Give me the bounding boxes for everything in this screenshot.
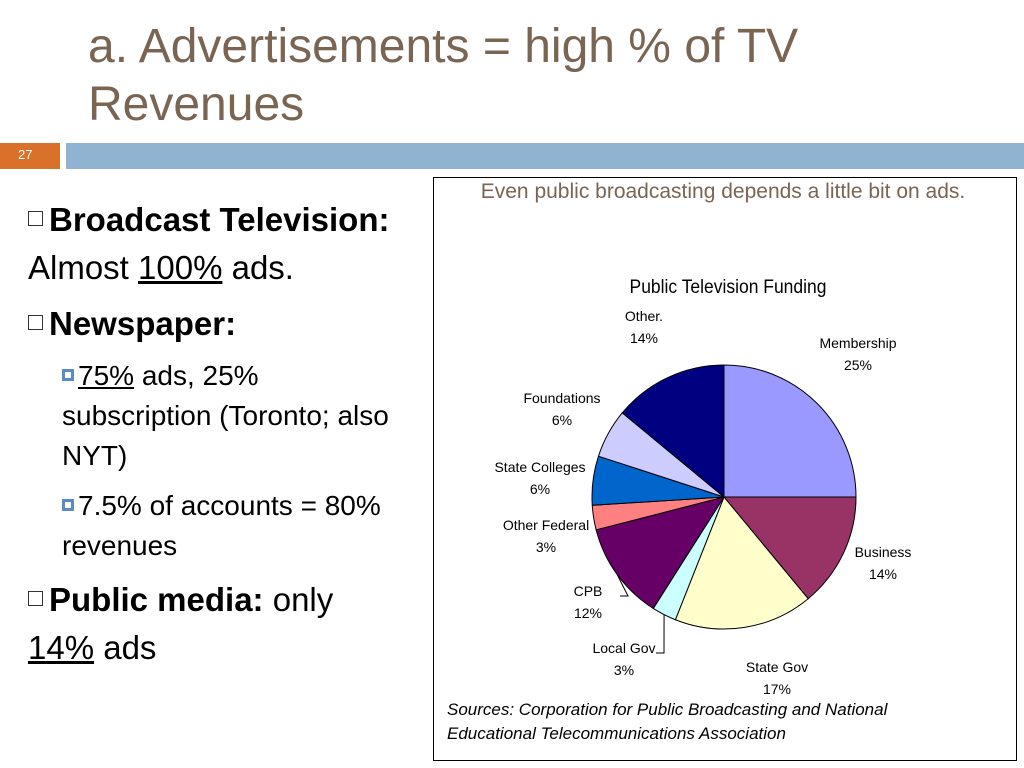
bullet-public-media-heading: Public media: — [49, 581, 264, 618]
bullet-newspaper-heading: Newspaper: — [49, 305, 237, 342]
subbullet-ads-text: ads, 25% subscription (Toronto; also NYT… — [62, 360, 389, 471]
slice-percent-label: 6% — [530, 481, 550, 497]
leader-line — [616, 574, 629, 597]
slide-number: 27 — [18, 147, 33, 162]
pie-slice-membership — [723, 364, 857, 498]
chart-title: Public Television Funding — [630, 275, 827, 297]
subbullet-newspaper-accounts: 7.5% of accounts = 80% revenues — [62, 486, 408, 566]
slice-label: Other Federal — [503, 517, 589, 533]
chart-sources: Sources: Corporation for Public Broadcas… — [447, 700, 888, 743]
subbullet-accounts-text: 7.5% of accounts = 80% revenues — [62, 490, 381, 561]
pie-chart: Public Television Funding Membership 25% B… — [494, 275, 912, 697]
slice-percent-label: 14% — [630, 330, 658, 346]
bullet-public-media-percent: 14% — [28, 629, 95, 666]
slice-label: CPB — [574, 583, 603, 599]
slice-percent-label: 3% — [536, 539, 556, 555]
slice-label: Local Gov — [592, 640, 655, 656]
header-rule-bar — [66, 143, 1024, 169]
slice-percent-label: 12% — [574, 605, 602, 621]
slice-percent-label: 25% — [844, 357, 872, 373]
slice-percent-label: 17% — [763, 681, 791, 697]
bullet-broadcast: Broadcast Television: Almost 100% ads. — [28, 196, 408, 292]
bullet-broadcast-tail: ads. — [222, 249, 294, 286]
pie-slice-business — [722, 496, 857, 600]
slice-label: Membership — [819, 335, 896, 351]
square-bullet-icon — [28, 314, 43, 330]
square-bullet-icon — [28, 210, 43, 226]
slice-label: State Gov — [746, 659, 808, 675]
bullet-newspaper: Newspaper: — [28, 300, 408, 348]
slide-title: a. Advertisements = high % of TV Revenue… — [88, 20, 799, 131]
bullet-broadcast-text: Almost — [28, 249, 139, 286]
subbullet-newspaper-ads: 75% ads, 25% subscription (Toronto; also… — [62, 356, 408, 476]
subbullet-ads-percent: 75% — [78, 360, 135, 391]
pie-slice-cpb — [595, 496, 726, 610]
leader-line — [656, 614, 665, 654]
slice-percent-label: 6% — [552, 412, 572, 428]
slice-label: Foundations — [523, 390, 600, 406]
slice-label: Business — [855, 544, 912, 560]
slide-number-bar — [0, 143, 60, 169]
pie-slice-other — [621, 364, 725, 499]
bullet-broadcast-percent: 100% — [138, 249, 223, 286]
slice-percent-label: 14% — [869, 566, 897, 582]
chart-frame — [433, 177, 1017, 761]
bullet-public-media-tail: ads — [94, 629, 157, 666]
bullet-public-media-text: only — [263, 581, 334, 618]
chart-caption: Even public broadcasting depends a littl… — [480, 180, 966, 203]
bullet-broadcast-heading: Broadcast Television: — [49, 201, 390, 238]
slice-label: Other. — [625, 308, 663, 324]
slice-label: State Colleges — [494, 459, 585, 475]
slice-percent-label: 3% — [614, 662, 634, 678]
bullet-list: Broadcast Television: Almost 100% ads. N… — [28, 196, 408, 680]
filled-square-bullet-icon — [62, 498, 74, 511]
bullet-public-media: Public media: only 14% ads — [28, 576, 408, 672]
filled-square-bullet-icon — [62, 368, 74, 381]
square-bullet-icon — [28, 590, 43, 606]
pie-slice-state-gov — [674, 496, 809, 630]
